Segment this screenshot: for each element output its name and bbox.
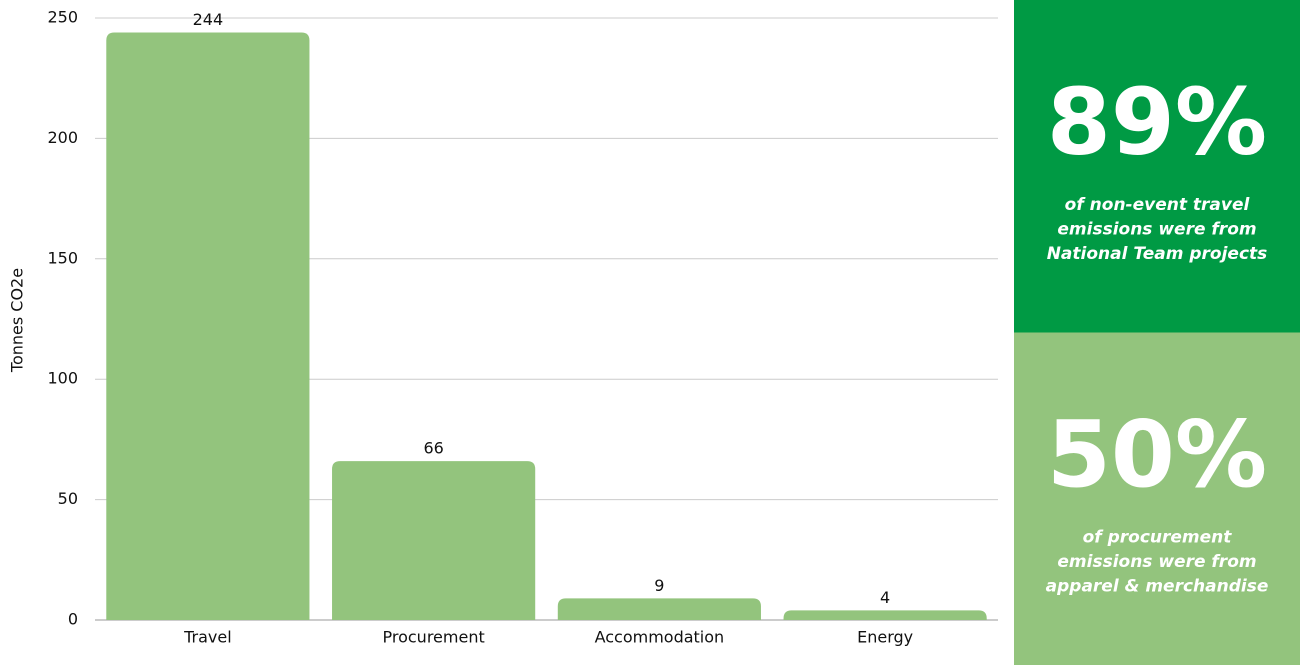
y-tick-label: 0 bbox=[68, 610, 78, 629]
bar bbox=[557, 598, 761, 620]
x-tick-label: Travel bbox=[183, 628, 232, 647]
y-tick-label: 50 bbox=[58, 489, 78, 508]
x-tick-label: Accommodation bbox=[595, 628, 725, 647]
value-label: 9 bbox=[654, 576, 664, 595]
stat-panel bbox=[1014, 0, 1300, 333]
y-tick-label: 200 bbox=[47, 128, 78, 147]
stat-figure: 50% bbox=[1047, 401, 1267, 508]
x-tick-label: Energy bbox=[857, 628, 913, 647]
stat-panel bbox=[1014, 332, 1300, 665]
stat-caption: apparel & merchandise bbox=[1046, 577, 1269, 597]
x-tick-label: Procurement bbox=[383, 628, 485, 647]
stat-figure: 89% bbox=[1047, 68, 1267, 175]
stat-caption: emissions were from bbox=[1057, 552, 1256, 572]
value-label: 4 bbox=[880, 588, 890, 607]
stat-caption: emissions were from bbox=[1057, 220, 1256, 240]
stat-caption: National Team projects bbox=[1047, 244, 1268, 264]
value-label: 244 bbox=[193, 10, 224, 29]
stat-caption: of non-event travel bbox=[1065, 195, 1251, 215]
stat-caption: of procurement bbox=[1083, 528, 1233, 548]
bar bbox=[106, 32, 310, 621]
y-tick-label: 100 bbox=[47, 369, 78, 388]
y-axis-label: Tonnes CO2e bbox=[8, 268, 27, 373]
bar bbox=[332, 461, 536, 620]
value-label: 66 bbox=[423, 439, 443, 458]
bar bbox=[783, 610, 987, 620]
y-tick-label: 250 bbox=[47, 8, 78, 27]
y-tick-label: 150 bbox=[47, 248, 78, 267]
